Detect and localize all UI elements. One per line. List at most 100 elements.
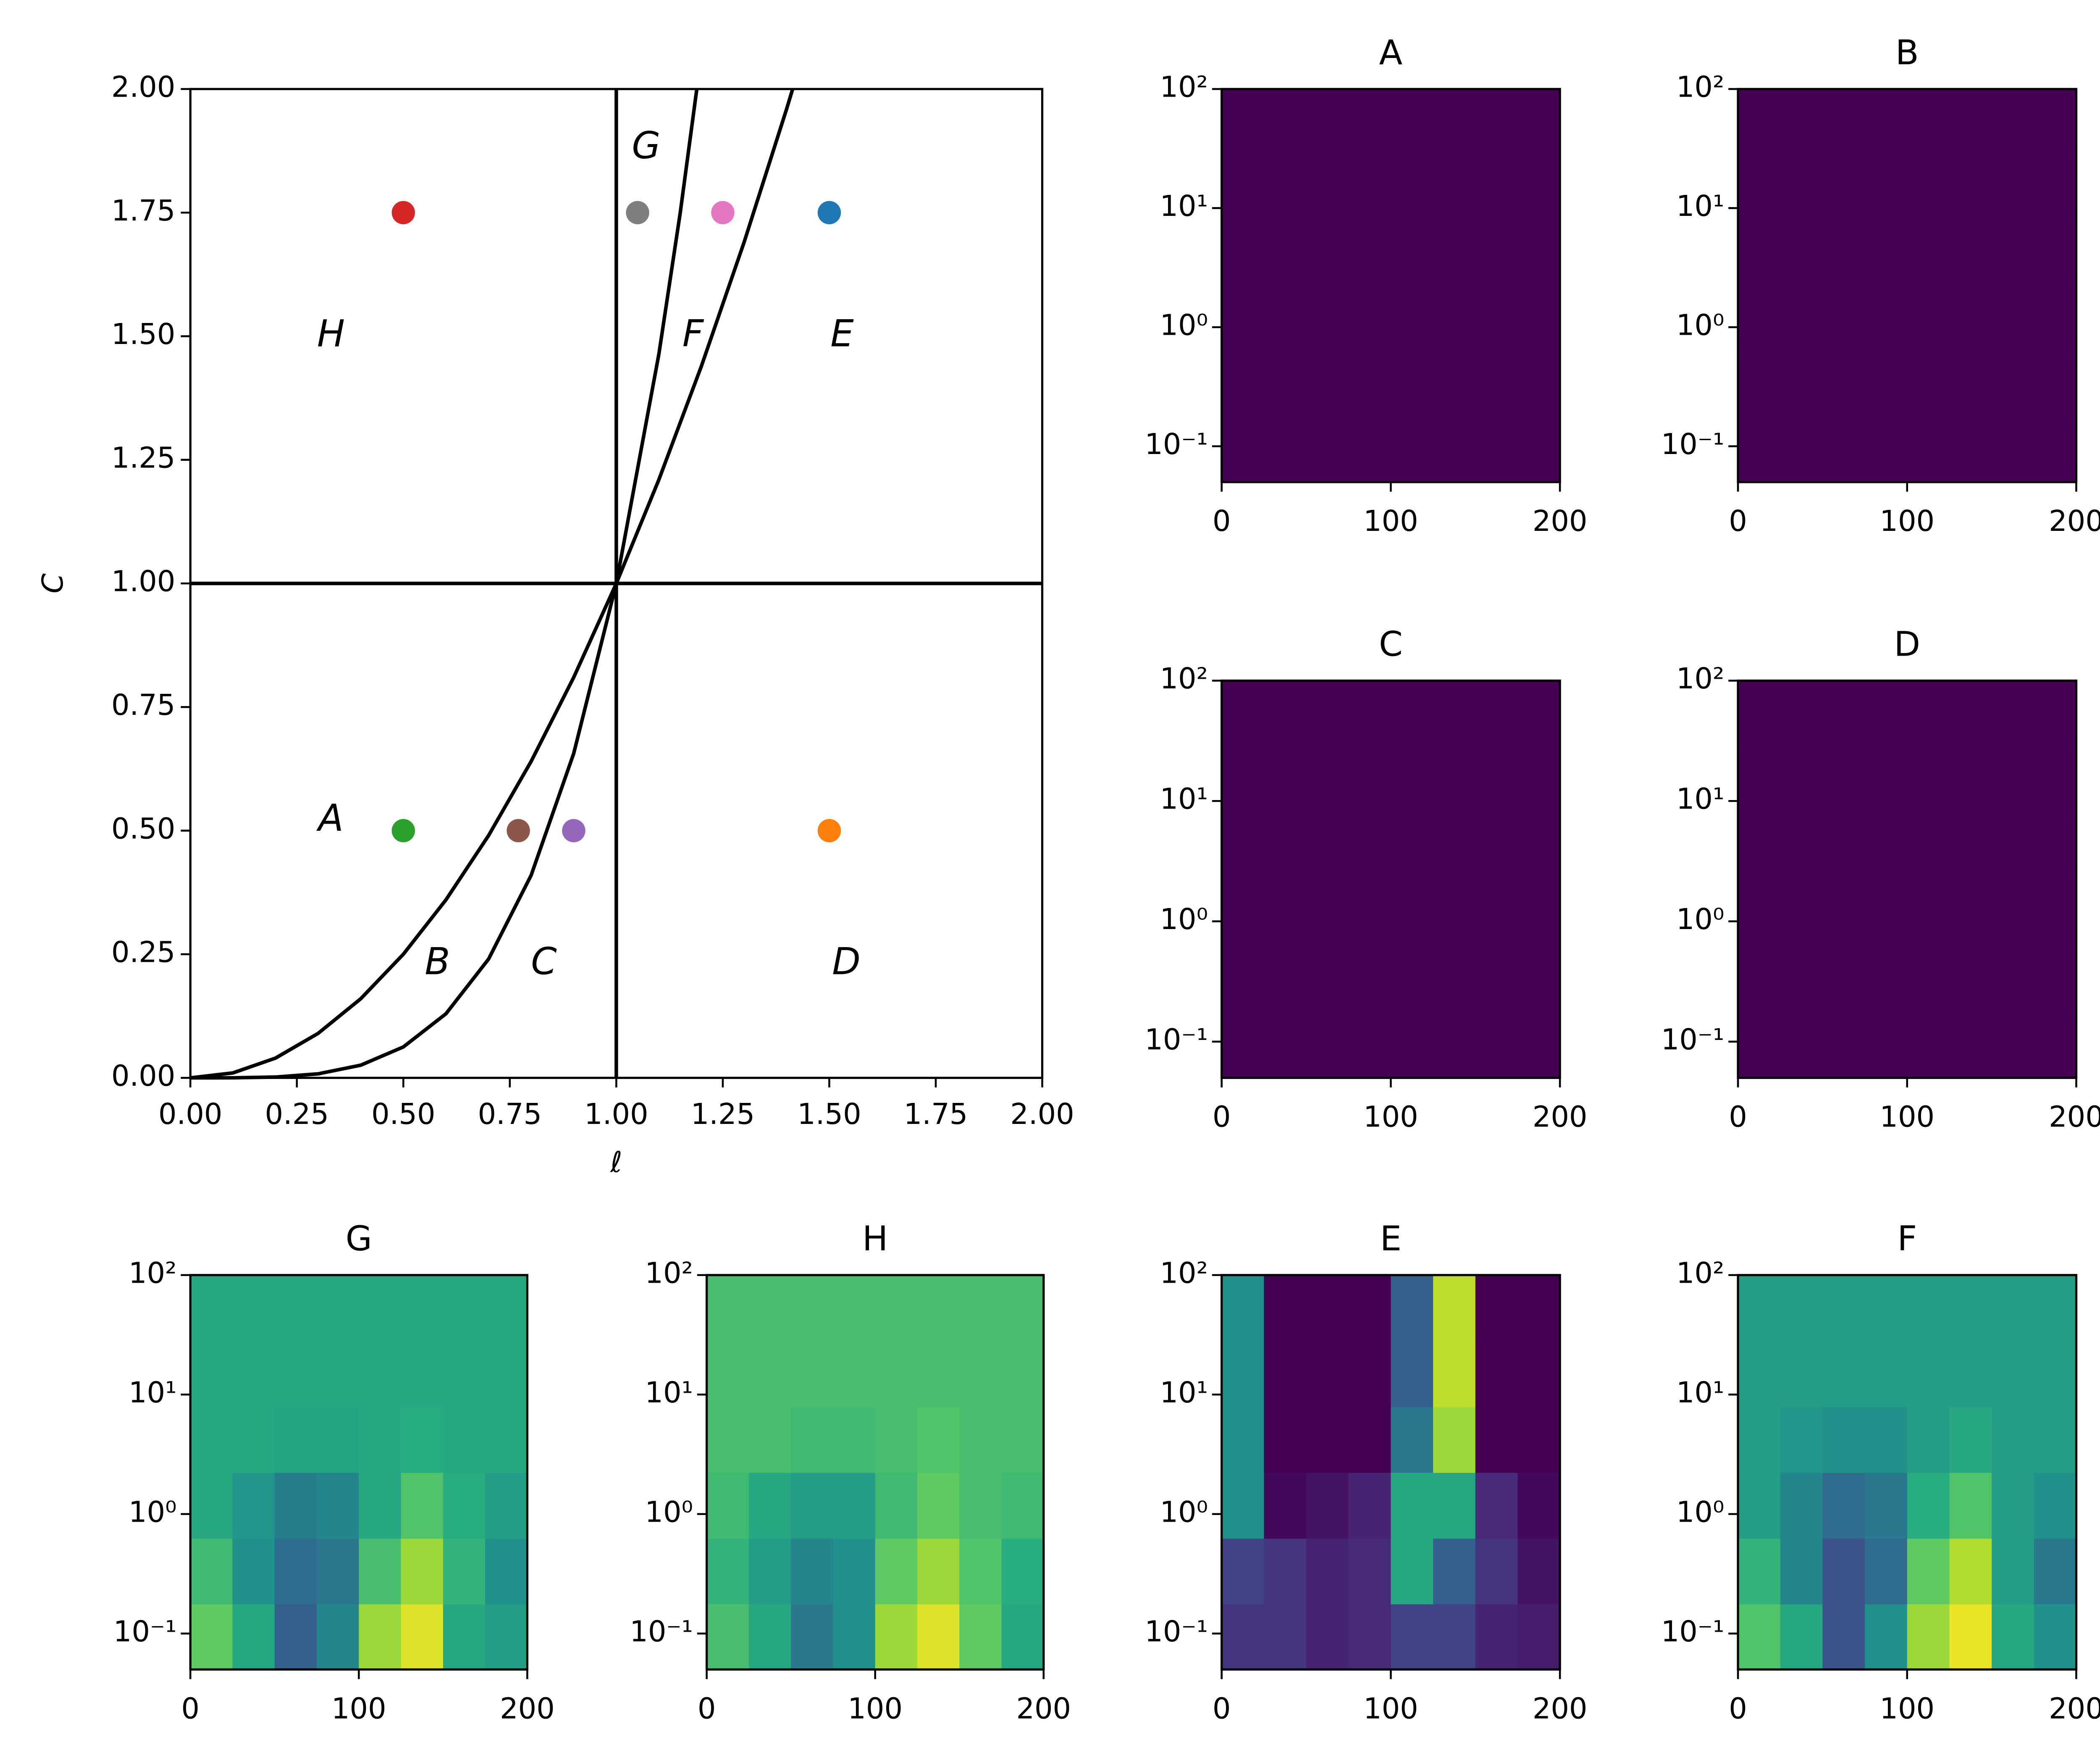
heat-cell <box>443 1604 486 1670</box>
heat-cell <box>2034 879 2077 946</box>
point <box>391 819 415 843</box>
heat-cell <box>1907 747 1950 814</box>
heat-cell <box>232 1406 276 1473</box>
heat-cell <box>190 1275 234 1341</box>
y-tick-label: 10⁰ <box>1676 1495 1725 1529</box>
y-tick-label: 10⁻¹ <box>1144 1023 1208 1057</box>
heat-cell <box>1738 813 1781 880</box>
heat-cell <box>1738 1341 1781 1407</box>
heat-cell <box>1001 1275 1045 1341</box>
heat-cell <box>1264 285 1307 352</box>
heat-cell <box>1822 1604 1866 1670</box>
heat-cell <box>1475 154 1519 221</box>
y-tick-label: 0.25 <box>111 936 175 969</box>
y-tick-label: 10⁻¹ <box>630 1615 693 1648</box>
heat-cell <box>1738 1275 1781 1341</box>
heat-cell <box>1221 680 1265 748</box>
heat-cell <box>1865 879 1908 946</box>
heat-cell <box>1780 1011 1824 1079</box>
heat-cell <box>917 1275 960 1341</box>
y-tick-label: 10¹ <box>1160 782 1208 816</box>
heat-cell <box>1306 879 1349 946</box>
heat-cell <box>833 1341 876 1407</box>
heat-cell <box>1992 1472 2035 1539</box>
heat-cell <box>1348 879 1392 946</box>
heat-cell <box>791 1538 834 1604</box>
heat-cell <box>1907 1341 1950 1407</box>
heat-cell <box>1865 747 1908 814</box>
heat-cell <box>1264 1011 1307 1079</box>
heat-cell <box>401 1472 444 1539</box>
heat-cell <box>748 1341 792 1407</box>
heat-cell <box>485 1538 528 1604</box>
heat-cell <box>443 1275 486 1341</box>
heat-cell <box>1865 220 1908 286</box>
heat-cell <box>1517 1604 1561 1670</box>
heat-cell <box>443 1341 486 1407</box>
heat-cell <box>1348 680 1392 748</box>
heat-cell <box>706 1604 750 1670</box>
heat-cell <box>1221 945 1265 1012</box>
panel-title: E <box>1380 1219 1402 1259</box>
heat-cell <box>1822 1472 1866 1539</box>
y-tick-label: 10² <box>1160 1256 1208 1290</box>
heat-cell <box>1992 285 2035 352</box>
point <box>562 819 585 843</box>
x-tick-label: 0 <box>1213 1692 1231 1725</box>
heat-cell <box>232 1341 276 1407</box>
y-tick-label: 10⁻¹ <box>1661 1615 1725 1648</box>
heat-cell <box>1433 1538 1476 1604</box>
heat-cell <box>401 1275 444 1341</box>
heat-cell <box>1475 1011 1519 1079</box>
heat-cell <box>1738 879 1781 946</box>
heat-cell <box>875 1472 918 1539</box>
heat-cell <box>1822 285 1866 352</box>
heat-cell <box>485 1472 528 1539</box>
heat-cell <box>1822 1538 1866 1604</box>
y-tick-label: 0.00 <box>111 1059 175 1093</box>
heat-cell <box>1264 1341 1307 1407</box>
heat-cell <box>485 1275 528 1341</box>
heat-cell <box>2034 1604 2077 1670</box>
heat-cell <box>359 1538 402 1604</box>
heat-cell <box>401 1538 444 1604</box>
heat-cell <box>959 1406 1003 1473</box>
heat-cell <box>317 1472 360 1539</box>
heat-cell <box>1264 1472 1307 1539</box>
heat-cell <box>359 1275 402 1341</box>
heat-cell <box>1433 813 1476 880</box>
region-label: C <box>531 940 557 983</box>
heat-cell <box>1780 351 1824 417</box>
y-tick-label: 10⁰ <box>1676 903 1725 936</box>
heat-cell <box>1306 1538 1349 1604</box>
heat-cell <box>791 1341 834 1407</box>
heat-cell <box>1391 1275 1434 1341</box>
heat-cell <box>1433 1406 1476 1473</box>
heat-cell <box>1865 1604 1908 1670</box>
y-tick-label: 10⁻¹ <box>1661 1023 1725 1057</box>
heat-cell <box>2034 351 2077 417</box>
x-tick-label: 200 <box>1533 1692 1588 1725</box>
y-tick-label: 1.00 <box>111 565 175 598</box>
heat-cell <box>1221 747 1265 814</box>
heat-cell <box>1475 1275 1519 1341</box>
heat-cell <box>1822 1275 1866 1341</box>
panel-title: G <box>346 1219 372 1259</box>
heat-cell <box>1475 945 1519 1012</box>
heat-cell <box>1822 680 1866 748</box>
heat-cell <box>1264 1604 1307 1670</box>
heat-cell <box>1949 813 1992 880</box>
x-tick-label: 1.00 <box>584 1097 648 1131</box>
x-tick-label: 200 <box>1533 1100 1588 1134</box>
heat-cell <box>1221 351 1265 417</box>
heat-cell <box>1475 89 1519 155</box>
heat-cell <box>1738 220 1781 286</box>
panel-title: B <box>1895 33 1919 73</box>
heat-cell <box>706 1538 750 1604</box>
region-label: B <box>425 940 450 983</box>
heat-cell <box>1949 1406 1992 1473</box>
heat-cell <box>1517 1406 1561 1473</box>
heat-cell <box>2034 1472 2077 1539</box>
heat-cell <box>1433 220 1476 286</box>
x-tick-label: 0 <box>1213 504 1231 538</box>
